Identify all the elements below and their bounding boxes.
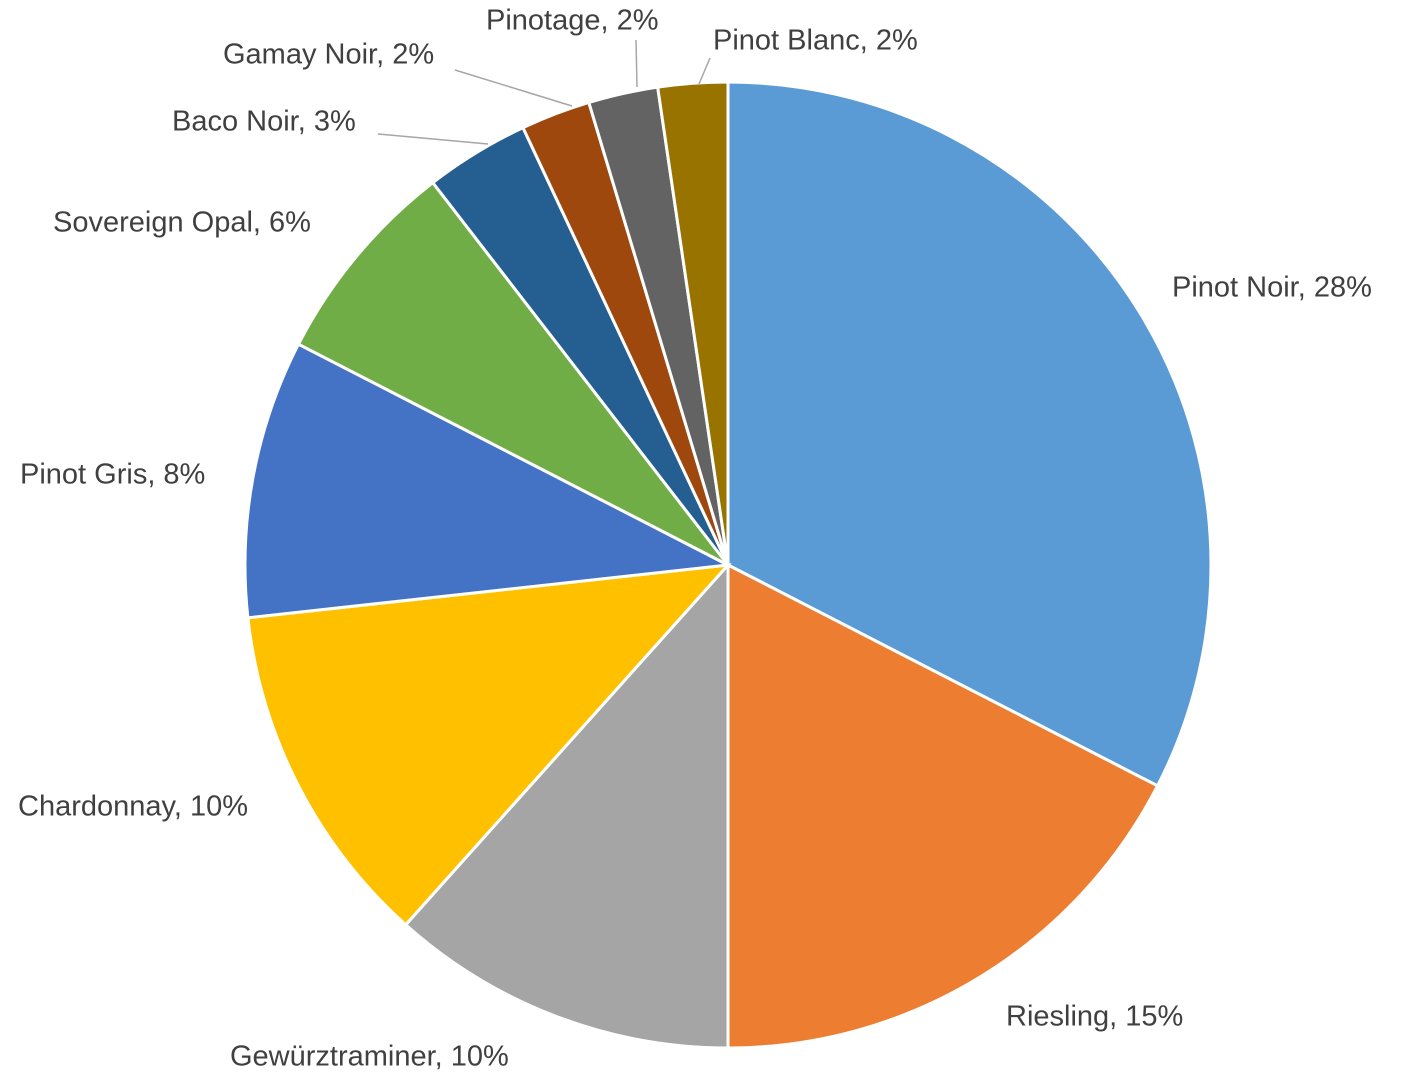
pie-slice xyxy=(403,561,730,1050)
pie-slice xyxy=(246,563,732,927)
pie-slice xyxy=(726,562,1160,1050)
pie-slice xyxy=(296,180,730,567)
pie-slice xyxy=(243,342,734,620)
pie-slice xyxy=(726,80,1213,788)
data-label: Pinotage, 2% xyxy=(486,5,659,37)
leader-line xyxy=(635,39,638,88)
data-label: Pinot Blanc, 2% xyxy=(713,25,918,57)
data-label: Riesling, 15% xyxy=(1006,1001,1183,1033)
data-label: Pinot Noir, 28% xyxy=(1172,272,1372,304)
data-label: Sovereign Opal, 6% xyxy=(53,207,311,239)
data-label: Gamay Noir, 2% xyxy=(223,39,434,71)
data-label: Baco Noir, 3% xyxy=(172,106,356,138)
leader-line xyxy=(377,133,489,145)
data-label: Gewürztraminer, 10% xyxy=(230,1041,509,1073)
pie-slice xyxy=(655,80,730,566)
leader-line xyxy=(454,69,573,107)
leader-line xyxy=(698,57,711,85)
data-label: Chardonnay, 10% xyxy=(18,791,248,823)
data-label: Pinot Gris, 8% xyxy=(20,459,205,491)
